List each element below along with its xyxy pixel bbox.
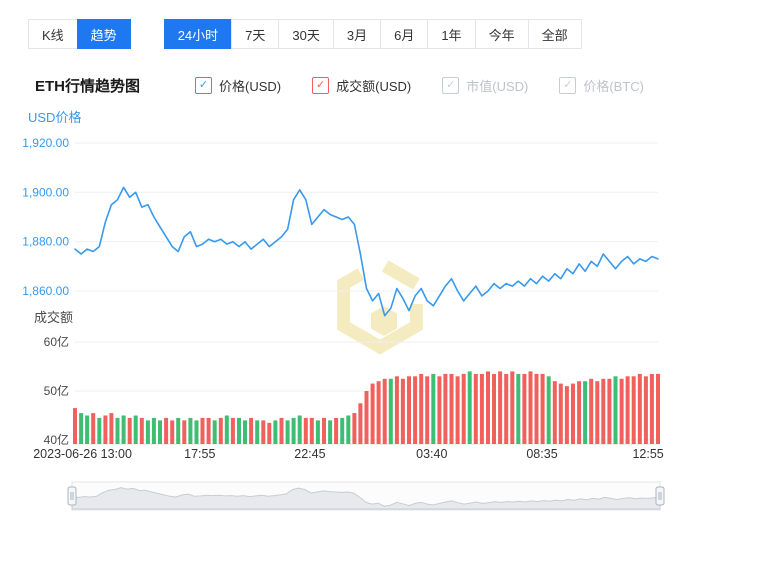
x-axis-label: 08:35 [526, 447, 557, 461]
tab-1y[interactable]: 1年 [427, 19, 476, 49]
tab-trend[interactable]: 趋势 [76, 19, 131, 49]
x-axis-label: 03:40 [416, 447, 447, 461]
toolbar: K线 趋势 24小时 7天 30天 3月 6月 1年 今年 全部 [28, 19, 582, 49]
navigator-right-handle[interactable] [655, 486, 665, 506]
tab-kline[interactable]: K线 [28, 19, 78, 49]
tab-all[interactable]: 全部 [527, 19, 582, 49]
plot-area[interactable] [75, 130, 658, 444]
price-tick-label: 1,880.00 [22, 235, 69, 249]
legend-volume-usd[interactable]: ✓ 成交额(USD) [312, 76, 411, 95]
price-tick-label: 1,860.00 [22, 284, 69, 298]
tab-30d[interactable]: 30天 [278, 19, 334, 49]
watermark-logo [337, 255, 423, 355]
x-axis-label: 2023-06-26 13:00 [33, 447, 132, 461]
legend-price-usd[interactable]: ✓ 价格(USD) [195, 76, 281, 95]
price-tick-label: 1,920.00 [22, 136, 69, 150]
tab-7d[interactable]: 7天 [231, 19, 280, 49]
legend-price-btc[interactable]: ✓ 价格(BTC) [559, 76, 644, 95]
legend-marketcap-usd-checkbox[interactable]: ✓ [442, 77, 460, 94]
tab-6m[interactable]: 6月 [380, 19, 429, 49]
legend-volume-usd-label: 成交额(USD) [336, 79, 412, 94]
legend-price-usd-checkbox[interactable]: ✓ [195, 77, 213, 94]
volume-axis-title: 成交额 [34, 310, 73, 325]
navigator-mini-chart [71, 487, 661, 510]
time-range-tab-group: 24小时 7天 30天 3月 6月 1年 今年 全部 [163, 19, 582, 49]
price-line [74, 186, 659, 317]
chart-type-tab-group: K线 趋势 [28, 19, 131, 49]
zoom-navigator[interactable] [0, 478, 780, 518]
volume-tick-label: 50亿 [44, 383, 69, 398]
volume-bars [73, 371, 660, 445]
legend-price-btc-checkbox[interactable]: ✓ [559, 77, 577, 94]
tab-24h[interactable]: 24小时 [163, 19, 233, 49]
volume-tick-label: 60亿 [44, 334, 69, 349]
volume-tick-label: 40亿 [44, 432, 69, 447]
x-axis-label: 22:45 [294, 447, 325, 461]
legend: ✓ 价格(USD) ✓ 成交额(USD) ✓ 市值(USD) ✓ 价格(BTC) [195, 76, 644, 95]
price-tick-label: 1,900.00 [22, 185, 69, 199]
chart-header: ETH行情趋势图 ✓ 价格(USD) ✓ 成交额(USD) ✓ 市值(USD) ✓ 价格(BT… [35, 75, 644, 96]
chart-title: ETH行情趋势图 [35, 78, 141, 95]
legend-price-usd-label: 价格(USD) [219, 79, 282, 94]
legend-marketcap-usd-label: 市值(USD) [466, 79, 529, 94]
tab-ytd[interactable]: 今年 [474, 19, 529, 49]
legend-price-btc-label: 价格(BTC) [583, 79, 645, 94]
x-axis-label: 12:55 [632, 447, 663, 461]
navigator-left-handle[interactable] [67, 486, 77, 506]
tab-3m[interactable]: 3月 [332, 19, 382, 49]
legend-marketcap-usd[interactable]: ✓ 市值(USD) [442, 76, 528, 95]
price-volume-chart[interactable]: 1,920.00 1,900.00 1,880.00 1,860.00 60亿 50亿 40… [0, 100, 780, 478]
x-axis-label: 17:55 [184, 447, 215, 461]
legend-volume-usd-checkbox[interactable]: ✓ [312, 77, 330, 94]
price-axis-title: USD价格 [28, 110, 81, 125]
